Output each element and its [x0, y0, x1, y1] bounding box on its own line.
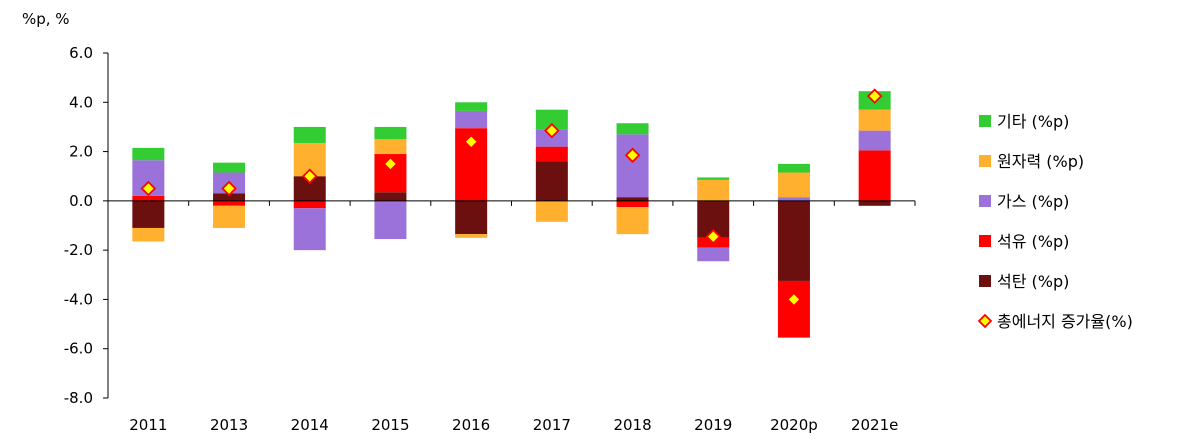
bar-segment — [374, 126, 407, 140]
legend: 기타 (%p) 원자력 (%p) 가스 (%p) 석유 (%p) 석탄 (%p) 총에너지… — [977, 112, 1133, 331]
total-growth-marker — [786, 291, 802, 308]
x-tick-label: 2015 — [371, 416, 409, 434]
legend-label: 원자력 (%p) — [997, 152, 1084, 171]
bar-segment — [535, 146, 568, 162]
legend-marker — [977, 313, 993, 329]
x-tick-label: 2017 — [533, 416, 571, 434]
legend-label: 기타 (%p) — [997, 112, 1069, 131]
legend-swatch — [979, 235, 991, 247]
bar-segment — [777, 163, 810, 173]
legend-label: 가스 (%p) — [997, 192, 1069, 211]
x-tick-label: 2021e — [851, 416, 898, 434]
bar-segment — [293, 200, 326, 209]
bar-segment — [535, 161, 568, 201]
total-growth-markers — [140, 88, 883, 308]
bar-segment — [777, 280, 810, 338]
y-tick-label: -2.0 — [64, 241, 93, 259]
bar-segment — [858, 200, 891, 206]
bar-segment — [455, 102, 488, 111]
y-tick-label: 4.0 — [69, 93, 93, 111]
bar-segment — [697, 247, 730, 262]
bar-segment — [616, 134, 649, 198]
bar-segment — [616, 197, 649, 201]
y-axis-ticks: 6.0 4.0 2.0 0.0 -2.0 -4.0 -6.0 -8.0 — [64, 44, 93, 407]
x-axis-ticks: 2011 2013 2014 2015 2016 2017 2018 2019 2020p 202… — [129, 416, 898, 434]
bar-segment — [213, 162, 246, 173]
total-growth-marker — [624, 147, 641, 164]
bar-segment — [616, 200, 649, 208]
bar-segment — [616, 207, 649, 235]
bar-segment — [858, 130, 891, 151]
bar-segment — [132, 147, 165, 161]
bar-segment — [293, 208, 326, 251]
total-growth-marker — [705, 228, 722, 245]
bar-segment — [293, 126, 326, 143]
bar-segment — [374, 200, 407, 240]
y-tick-label: -6.0 — [64, 340, 93, 358]
x-tick-label: 2020p — [770, 416, 818, 434]
legend-label: 총에너지 증가율(%) — [997, 312, 1133, 331]
bar-segment — [697, 177, 730, 180]
bar-segment — [374, 192, 407, 201]
x-tick-label: 2013 — [210, 416, 248, 434]
y-tick-label: 6.0 — [69, 44, 93, 62]
y-unit-label: %p, % — [22, 10, 70, 28]
x-tick-label: 2018 — [613, 416, 651, 434]
bar-segment — [616, 123, 649, 135]
bar-segment — [535, 200, 568, 222]
axes — [103, 52, 916, 399]
bar-segment — [213, 200, 246, 206]
total-growth-marker — [382, 156, 399, 172]
y-tick-label: 2.0 — [69, 143, 93, 161]
x-tick-label: 2011 — [129, 416, 167, 434]
bar-segment — [374, 139, 407, 155]
legend-swatch — [979, 195, 991, 207]
bar-segment — [777, 172, 810, 198]
bar-segment — [535, 109, 568, 130]
y-tick-label: 0.0 — [69, 192, 93, 210]
bar-segment — [455, 200, 488, 235]
bar-segment — [777, 197, 810, 201]
bar-segment — [455, 234, 488, 238]
legend-swatch — [979, 155, 991, 167]
stacked-bars — [132, 91, 891, 338]
total-growth-marker — [866, 88, 883, 104]
legend-swatch — [979, 115, 991, 127]
y-tick-label: -8.0 — [64, 389, 93, 407]
bar-segment — [858, 150, 891, 201]
x-tick-label: 2014 — [291, 416, 329, 434]
total-growth-marker — [463, 133, 479, 150]
bar-segment — [455, 110, 488, 129]
bar-segment — [777, 200, 810, 281]
bar-segment — [132, 200, 165, 228]
bar-segment — [697, 179, 730, 201]
total-growth-marker — [544, 122, 560, 139]
bar-segment — [858, 109, 891, 131]
bar-segment — [213, 193, 246, 201]
bar-segment — [132, 227, 165, 242]
bar-segment — [132, 195, 165, 201]
legend-label: 석탄 (%p) — [997, 272, 1069, 291]
x-tick-label: 2016 — [452, 416, 490, 434]
total-growth-marker — [221, 180, 237, 197]
bar-segment — [213, 205, 246, 228]
legend-swatch — [979, 275, 991, 287]
total-growth-marker — [301, 168, 318, 184]
x-tick-label: 2019 — [694, 416, 732, 434]
legend-label: 석유 (%p) — [997, 232, 1069, 251]
y-tick-label: -4.0 — [64, 290, 93, 308]
total-growth-marker — [140, 180, 157, 197]
